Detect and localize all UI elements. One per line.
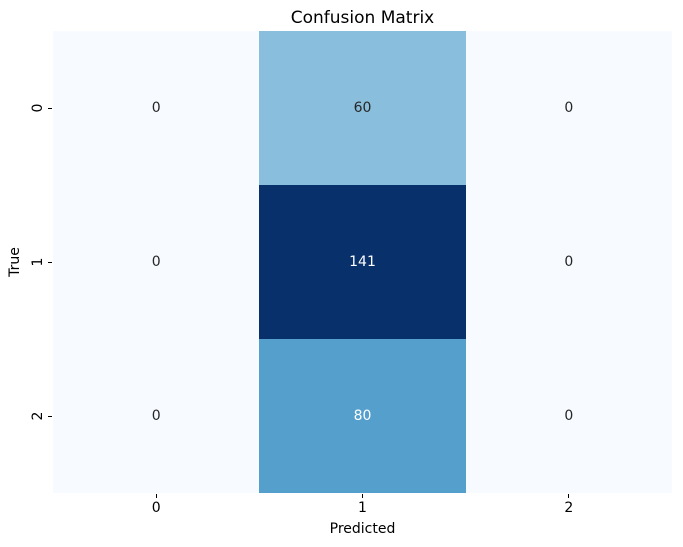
heatmap-cell-r2c2: 0	[465, 339, 672, 493]
x-tick-label-2: 2	[564, 500, 574, 516]
x-tick-mark-0	[155, 494, 157, 498]
y-tick-mark-0	[48, 107, 52, 109]
x-tick-mark-2	[568, 494, 570, 498]
y-tick-label-2: 2	[30, 411, 46, 421]
y-tick-label-1: 1	[30, 257, 46, 267]
heatmap-cell-r0c1: 60	[259, 31, 466, 185]
x-tick-mark-1	[362, 494, 363, 498]
heatmap-cell-r2c0: 0	[53, 339, 260, 493]
cell-value: 0	[564, 254, 574, 270]
heatmap-cell-r1c0: 0	[53, 185, 260, 339]
cell-value: 0	[151, 408, 161, 424]
x-tick-label-1: 1	[358, 500, 367, 516]
cell-value: 80	[353, 408, 372, 424]
cell-value: 141	[349, 254, 376, 270]
cell-value: 0	[564, 100, 574, 116]
cell-value: 0	[564, 408, 574, 424]
chart-title: Confusion Matrix	[290, 8, 435, 28]
x-axis-label: Predicted	[329, 521, 396, 537]
cell-value: 0	[151, 254, 161, 270]
y-axis-label: True	[7, 247, 23, 277]
cell-value: 0	[151, 100, 161, 116]
heatmap-cell-r1c1: 141	[259, 185, 466, 339]
x-tick-label-0: 0	[151, 500, 161, 516]
y-tick-mark-2	[48, 415, 52, 417]
cell-value: 60	[353, 100, 372, 116]
heatmap-plot-area: 0 60 0 0 141 0 0 80 0	[53, 31, 672, 493]
heatmap-cell-r0c2: 0	[465, 31, 672, 185]
heatmap-grid: 0 60 0 0 141 0 0 80 0	[53, 31, 672, 493]
y-tick-mark-1	[48, 261, 52, 263]
heatmap-cell-r1c2: 0	[465, 185, 672, 339]
heatmap-cell-r0c0: 0	[53, 31, 260, 185]
heatmap-cell-r2c1: 80	[259, 339, 466, 493]
y-tick-label-0: 0	[30, 103, 46, 113]
